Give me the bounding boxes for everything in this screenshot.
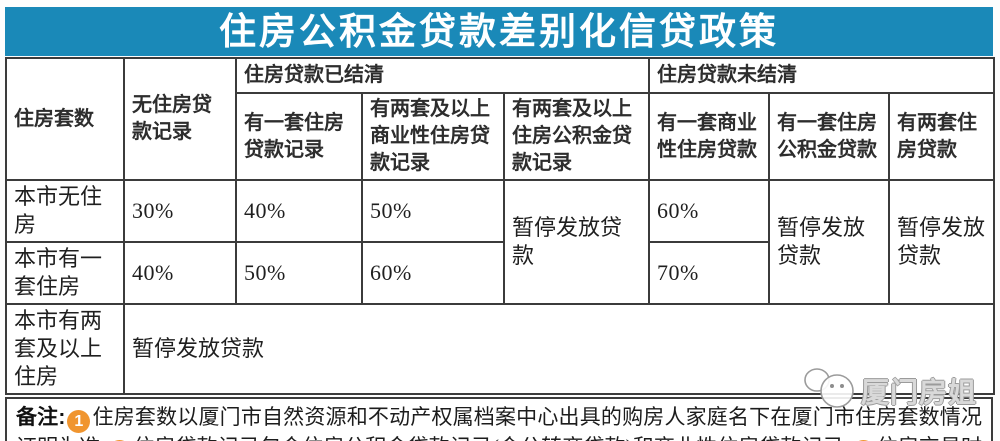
row-no-house-label: 本市无住房 (5, 179, 125, 243)
note-badge-1: 1 (67, 410, 91, 433)
cell-one-house-no-record: 40% (123, 241, 237, 305)
header-no-loan-record: 无住房贷款记录 (123, 57, 237, 181)
header-one-fund-loan: 有一套住房公积金贷款 (768, 92, 890, 181)
header-two-plus-commercial-record: 有两套及以上商业性住房贷款记录 (361, 92, 505, 181)
header-one-commercial-loan: 有一套商业性住房贷款 (648, 92, 770, 181)
cell-no-house-one-commercial: 60% (648, 179, 770, 243)
note-text-2: 住房贷款记录包含住房公积金贷款记录(含公转商贷款)和商业性住房贷款记录; (133, 435, 849, 441)
page-title: 住房公积金贷款差别化信贷政策 (5, 7, 993, 56)
cell-suspended-fund-record: 暂停发放贷款 (503, 179, 650, 305)
content-frame: 住房公积金贷款差别化信贷政策 住房套数 无住房贷款记录 住房贷款已结清 住房贷款… (5, 7, 995, 441)
cell-one-house-one-record: 50% (235, 241, 363, 305)
cell-suspended-one-fund: 暂停发放贷款 (768, 179, 890, 305)
header-group-unsettled: 住房贷款未结清 (648, 57, 995, 94)
header-group-settled: 住房贷款已结清 (235, 57, 650, 94)
cell-two-houses-suspended: 暂停发放贷款 (123, 303, 995, 395)
policy-table: 住房套数 无住房贷款记录 住房贷款已结清 住房贷款未结清 有一套住房贷款记录 有… (5, 57, 995, 395)
cell-suspended-two-loans: 暂停发放贷款 (888, 179, 995, 305)
cell-no-house-two-commercial: 50% (361, 179, 505, 243)
row-one-house-label: 本市有一套住房 (5, 241, 125, 305)
notes-box: 备注: 1 住房套数以厦门市自然资源和不动产权属档案中心出具的购房人家庭名下在厦门市… (5, 397, 993, 441)
cell-no-house-no-record: 30% (123, 179, 237, 243)
cell-no-house-one-record: 40% (235, 179, 363, 243)
header-two-plus-fund-record: 有两套及以上住房公积金贷款记录 (503, 92, 650, 181)
header-two-housing-loans: 有两套住房贷款 (888, 92, 995, 181)
cell-one-house-two-commercial: 60% (361, 241, 505, 305)
cell-one-house-one-commercial: 70% (648, 241, 770, 305)
note-text-3: 住房交易时间在2019年7月1日(含)以后的,按新政执行;执行时间以新建商品住房… (16, 435, 982, 441)
notes-label: 备注: (16, 406, 66, 429)
row-two-houses-label: 本市有两套及以上住房 (5, 303, 125, 395)
header-one-housing-loan-record: 有一套住房贷款记录 (235, 92, 363, 181)
header-housing-count: 住房套数 (5, 57, 125, 181)
note-text-1: 住房套数以厦门市自然资源和不动产权属档案中心出具的购房人家庭名下在厦门市住房套数… (16, 405, 982, 441)
